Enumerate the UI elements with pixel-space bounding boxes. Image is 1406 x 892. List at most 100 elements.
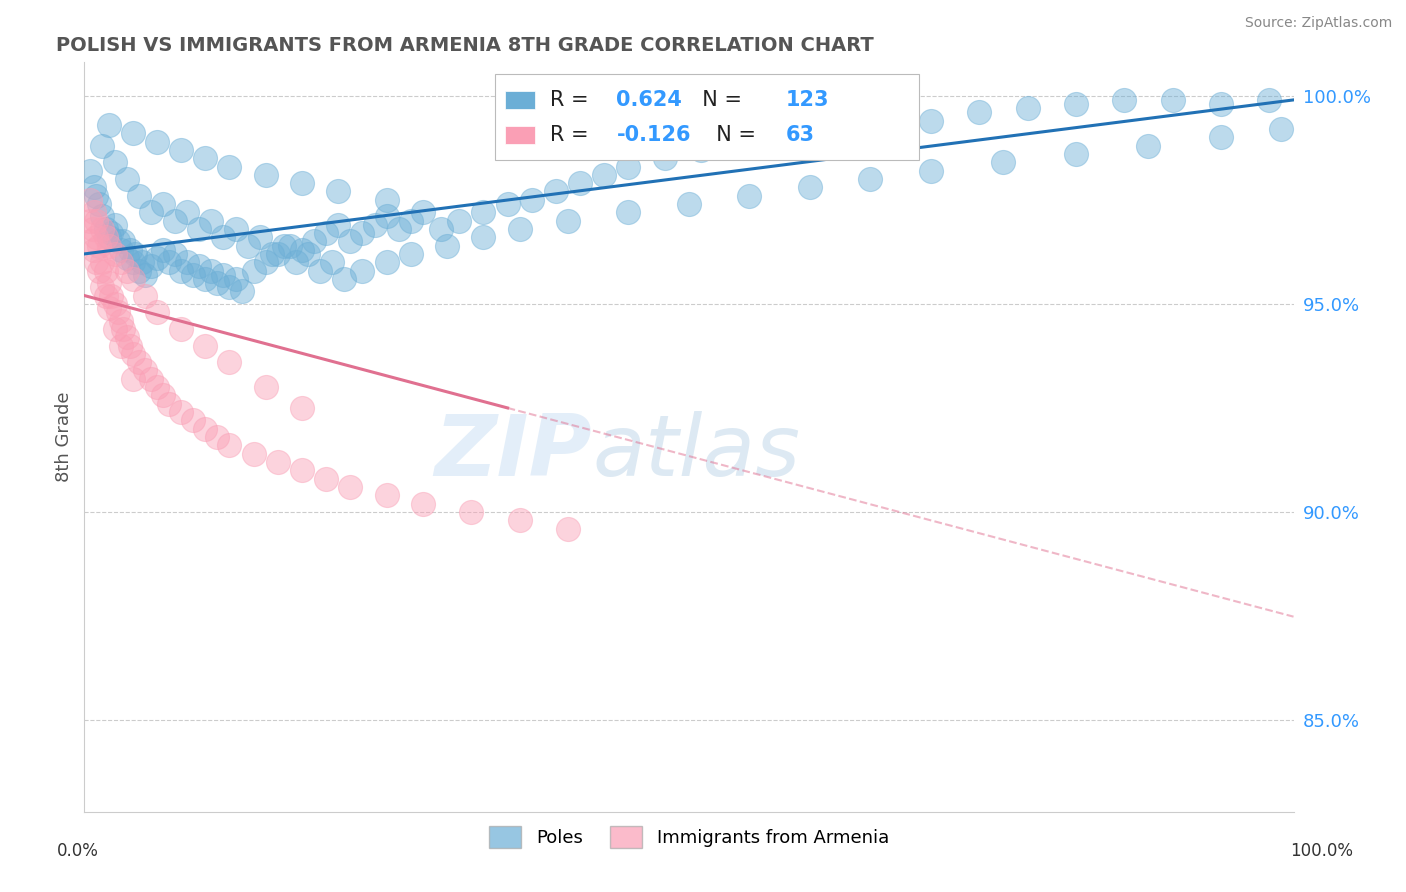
Point [859,172,882,186]
Point [104,155,127,169]
Point [593,168,616,182]
Point [91,255,114,269]
Point [472,205,495,219]
Point [218,355,240,369]
Point [315,226,337,240]
Point [375,193,398,207]
Point [218,160,240,174]
Point [236,238,259,252]
Point [617,205,640,219]
Text: atlas: atlas [592,410,800,493]
Point [139,205,162,219]
Point [557,522,579,536]
Text: Source: ZipAtlas.com: Source: ZipAtlas.com [1244,16,1392,29]
Point [762,126,785,140]
Point [194,338,217,352]
Point [509,222,531,236]
Point [291,176,314,190]
Point [97,238,120,252]
Point [436,238,458,252]
Point [170,143,193,157]
Point [242,447,264,461]
Point [121,372,143,386]
Point [94,230,117,244]
Point [128,188,150,202]
Point [267,455,290,469]
Point [249,230,271,244]
Point [569,176,592,190]
Point [121,255,143,269]
Point [128,263,150,277]
Point [352,226,374,240]
Point [225,222,247,236]
Point [83,205,105,219]
Point [121,126,143,140]
Point [134,363,156,377]
Point [1258,93,1281,107]
Text: N =: N = [689,90,748,110]
Point [97,230,120,244]
Point [321,255,343,269]
Text: N =: N = [703,125,763,145]
Point [146,305,169,319]
Point [107,305,129,319]
Point [339,235,361,249]
Point [1064,147,1087,161]
Point [165,247,187,261]
Text: 63: 63 [786,125,814,145]
Point [496,197,519,211]
Point [91,138,114,153]
Point [557,213,579,227]
Point [146,251,169,265]
Point [284,255,308,269]
Point [725,135,748,149]
Point [1161,93,1184,107]
Point [291,243,314,257]
Point [91,222,114,236]
Point [97,118,120,132]
Point [104,218,127,232]
Text: -0.126: -0.126 [616,125,690,145]
Y-axis label: 8th Grade: 8th Grade [55,392,73,483]
Point [872,122,894,136]
Point [254,380,277,394]
Text: 0.0%: 0.0% [56,842,98,860]
Point [121,347,143,361]
Point [104,247,127,261]
Point [218,438,240,452]
Point [967,105,990,120]
Point [100,288,122,302]
Point [242,263,264,277]
Point [170,322,193,336]
Point [1209,97,1232,112]
Point [94,288,117,302]
Point [678,197,700,211]
Point [157,255,180,269]
Point [86,188,108,202]
Point [260,247,283,261]
Point [339,480,361,494]
Point [460,505,482,519]
Point [218,280,240,294]
Point [520,193,543,207]
Point [194,151,217,165]
Point [152,388,174,402]
Point [449,213,471,227]
Point [97,276,120,290]
Point [225,272,247,286]
Point [412,497,434,511]
Point [544,185,567,199]
Point [291,401,314,415]
Point [267,247,290,261]
Point [176,205,198,219]
Point [170,263,193,277]
Point [1209,130,1232,145]
Point [207,276,229,290]
Point [472,230,495,244]
Point [399,247,422,261]
Point [165,213,187,227]
Point [100,226,122,240]
Point [430,222,453,236]
Point [738,188,761,202]
Point [375,488,398,502]
